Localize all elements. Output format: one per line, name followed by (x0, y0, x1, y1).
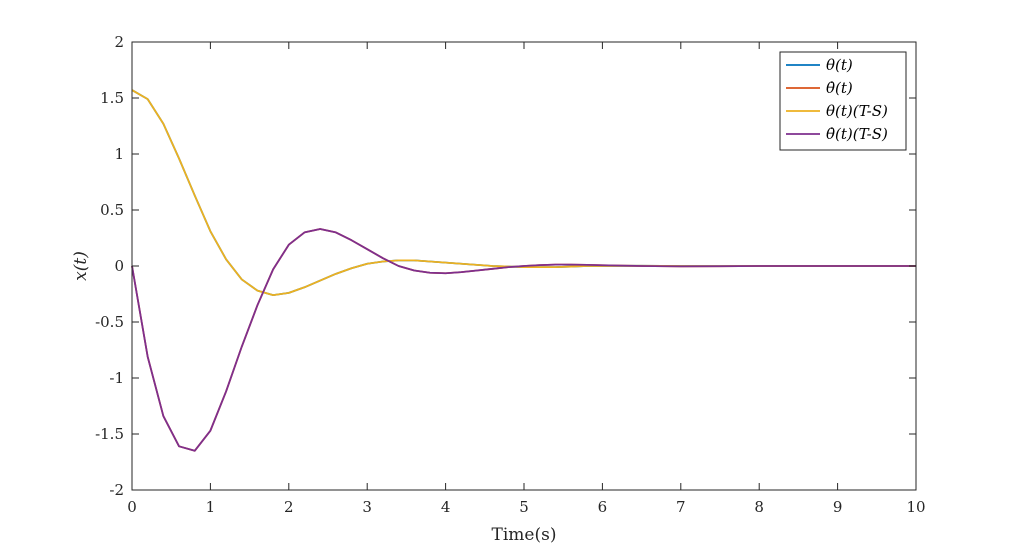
y-tick-label: 0.5 (100, 201, 124, 219)
x-tick-label: 5 (519, 498, 529, 516)
x-tick-label: 10 (906, 498, 925, 516)
y-tick-label: 1.5 (100, 89, 124, 107)
x-tick-label: 0 (127, 498, 137, 516)
x-tick-label: 2 (284, 498, 294, 516)
y-tick-label: -2 (109, 481, 124, 499)
x-tick-label: 4 (441, 498, 451, 516)
legend: θ(t) θ̇(t) θ(t)(T-S) θ̇(t)(T-S) (779, 51, 907, 151)
x-tick-label: 6 (598, 498, 608, 516)
x-tick-label: 9 (833, 498, 843, 516)
ticks-layer: 0 1 2 3 4 5 6 7 8 9 10 -2 -1.5 -1 -0.5 0 0.5 1 1.5 2 (95, 33, 925, 516)
x-axis-title: Time(s) (492, 525, 557, 545)
series-layer (131, 89, 916, 452)
legend-label: θ̇(t)(T-S) (826, 125, 888, 143)
series-line-4 (131, 228, 916, 452)
x-tick-label: 3 (362, 498, 372, 516)
x-tick-label: 1 (206, 498, 216, 516)
y-tick-label: 0 (114, 257, 124, 275)
x-tick-label: 8 (754, 498, 764, 516)
legend-label: θ̇(t) (826, 79, 853, 97)
y-tick-label: -0.5 (95, 313, 124, 331)
y-tick-label: -1 (109, 369, 124, 387)
y-axis-title: x(t) (71, 251, 91, 281)
legend-label: θ(t) (826, 56, 853, 74)
y-tick-label: 1 (114, 145, 124, 163)
legend-label: θ(t)(T-S) (826, 102, 888, 120)
y-tick-label: 2 (114, 33, 124, 51)
y-tick-label: -1.5 (95, 425, 124, 443)
x-tick-label: 7 (676, 498, 686, 516)
